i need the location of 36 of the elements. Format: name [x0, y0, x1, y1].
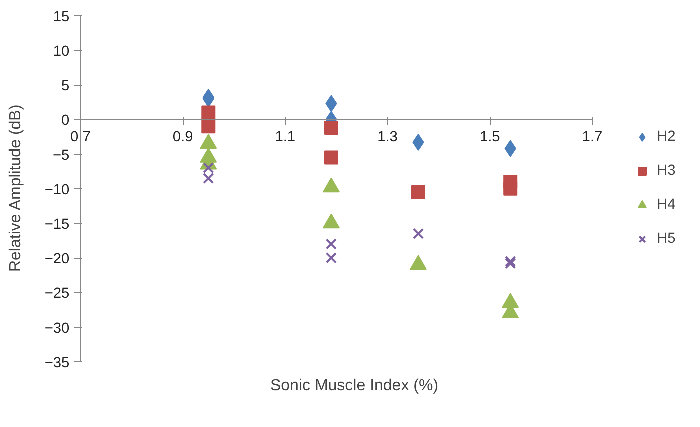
point — [412, 228, 424, 240]
x-axis-title: Sonic Muscle Index (%) — [270, 378, 439, 394]
point — [202, 120, 216, 134]
y-tick-label: −35 — [44, 355, 70, 372]
x-tick-label: 1.3 — [378, 130, 398, 146]
x-tick-label: 0.9 — [172, 130, 194, 146]
x-tick-label: 0.7 — [70, 130, 91, 146]
y-tick-label: 10 — [53, 44, 70, 60]
y-tick-label: −20 — [44, 252, 70, 268]
legend-label: H5 — [657, 230, 677, 246]
y-tick-label: −25 — [44, 286, 70, 302]
x-tick-label: 1.1 — [275, 130, 296, 146]
point — [203, 162, 214, 174]
point — [504, 182, 518, 196]
x-tick-label: 1.5 — [480, 130, 500, 146]
legend-label: H4 — [657, 196, 677, 212]
point — [326, 238, 338, 250]
y-tick-label: −5 — [52, 148, 70, 164]
point — [326, 252, 338, 264]
y-tick-label: 0 — [62, 113, 70, 130]
x-tick-label: 1.7 — [582, 130, 603, 146]
y-tick-label: 5 — [62, 78, 70, 95]
y-tick-label: −15 — [44, 216, 70, 233]
y-tick-label: 15 — [53, 9, 70, 26]
y-axis-title: Relative Amplitude (dB) — [8, 104, 24, 272]
y-tick-label: −30 — [44, 320, 70, 337]
legend-label: H2 — [657, 128, 677, 144]
point — [202, 106, 216, 120]
point — [505, 256, 516, 268]
point — [505, 258, 516, 270]
point — [324, 150, 338, 165]
point — [411, 185, 426, 200]
point — [324, 120, 338, 135]
legend-label: H3 — [657, 162, 677, 178]
point — [203, 172, 214, 184]
y-tick-label: −10 — [44, 182, 70, 198]
